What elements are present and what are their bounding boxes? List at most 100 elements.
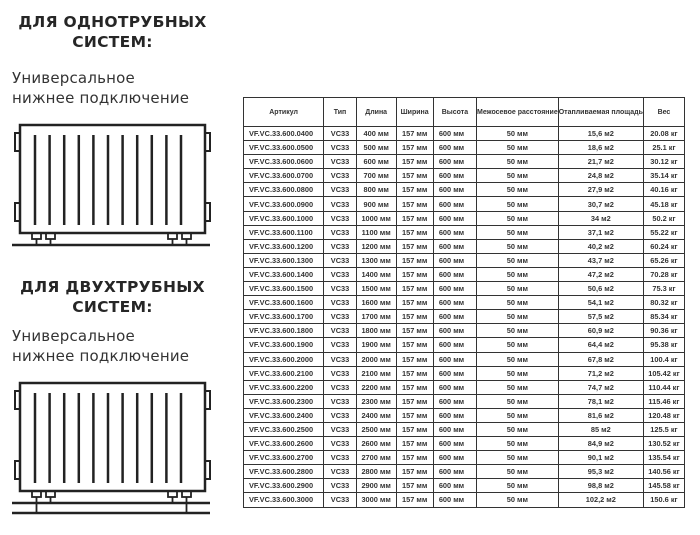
table-row: VF.VC.33.600.2900 VC33 2900 мм 157 мм 600 мм… — [242, 478, 686, 494]
table-cell: 157 мм — [395, 450, 434, 466]
table-row: VF.VC.33.600.1500 VC33 1500 мм 157 мм 600 мм… — [242, 281, 686, 297]
table-cell: 600 мм — [432, 421, 478, 438]
table-cell: 600 мм — [432, 407, 478, 423]
table-cell: 600 мм — [432, 154, 478, 170]
table-cell: 50 мм — [476, 421, 559, 438]
table-row: VF.VC.33.600.1000 VC33 1000 мм 157 мм 600 мм… — [242, 210, 686, 226]
table-cell: VC33 — [323, 295, 357, 311]
heading-line: ДЛЯ ДВУХТРУБНЫХ — [20, 278, 205, 296]
table-cell: 2500 мм — [355, 421, 397, 438]
table-cell: 157 мм — [395, 295, 434, 311]
table-cell: 2700 мм — [355, 450, 397, 466]
table-cell: 700 мм — [355, 168, 397, 184]
table-cell: VC33 — [323, 281, 357, 297]
table-cell: 157 мм — [395, 140, 434, 156]
table-cell: VC33 — [323, 407, 357, 423]
table-cell: 25.1 кг — [642, 140, 686, 156]
table-cell: VC33 — [323, 309, 357, 325]
table-cell: 50 мм — [476, 436, 559, 452]
subtitle-line: Универсальное — [12, 69, 135, 87]
radiator-single-pipe-icon — [12, 123, 211, 247]
table-cell: 50 мм — [476, 168, 559, 184]
table-cell: 27,9 м2 — [557, 182, 644, 198]
heading-line: СИСТЕМ: — [72, 33, 153, 51]
table-cell: 30,7 м2 — [557, 196, 644, 212]
column-header: Ширина — [395, 97, 434, 127]
section-two-subtitle: Универсальное нижнее подключение — [12, 326, 222, 366]
table-cell: 15,6 м2 — [557, 125, 644, 142]
table-cell: 21,7 м2 — [557, 154, 644, 170]
table-row: VF.VC.33.600.2400 VC33 2400 мм 157 мм 600 мм… — [242, 407, 686, 423]
table-cell: 50 мм — [476, 196, 559, 212]
table-cell: 157 мм — [395, 464, 434, 480]
table-row: VF.VC.33.600.3000 VC33 3000 мм 157 мм 600 мм… — [242, 492, 686, 508]
table-cell: 34 м2 — [557, 210, 644, 226]
table-cell: VC33 — [323, 337, 357, 353]
table-cell: 157 мм — [395, 393, 434, 409]
table-cell: 600 мм — [432, 393, 478, 409]
table-cell: 130.52 кг — [642, 436, 686, 452]
table-cell: 600 мм — [432, 238, 478, 254]
table-cell: VC33 — [323, 168, 357, 184]
table-cell: 45.18 кг — [642, 196, 686, 212]
table-cell: 50 мм — [476, 393, 559, 409]
table-cell: 157 мм — [395, 436, 434, 452]
table-cell: 157 мм — [395, 154, 434, 170]
table-cell: VC33 — [323, 393, 357, 409]
table-row: VF.VC.33.600.1200 VC33 1200 мм 157 мм 600 мм… — [242, 238, 686, 254]
table-cell: 1600 мм — [355, 295, 397, 311]
table-cell: 157 мм — [395, 323, 434, 339]
table-cell: 600 мм — [432, 323, 478, 339]
table-cell: 85.34 кг — [642, 309, 686, 325]
table-cell: VC33 — [323, 182, 357, 198]
table-cell: 2800 мм — [355, 464, 397, 480]
table-row: VF.VC.33.600.0800 VC33 800 мм 157 мм 600 мм 5… — [242, 182, 686, 198]
table-row: VF.VC.33.600.0700 VC33 700 мм 157 мм 600 мм 5… — [242, 168, 686, 184]
table-cell: 157 мм — [395, 478, 434, 494]
table-cell: 50 мм — [476, 238, 559, 254]
table-cell: 50 мм — [476, 210, 559, 226]
table-cell: 2200 мм — [355, 379, 397, 395]
table-cell: 64,4 м2 — [557, 337, 644, 353]
table-cell: VC33 — [323, 379, 357, 395]
table-cell: 50 мм — [476, 337, 559, 353]
table-cell: 145.58 кг — [642, 478, 686, 494]
table-cell: VF.VC.33.600.0600 — [242, 154, 325, 170]
table-cell: VC33 — [323, 365, 357, 381]
table-cell: VF.VC.33.600.3000 — [242, 492, 325, 508]
table-cell: 50 мм — [476, 295, 559, 311]
table-cell: 50 мм — [476, 252, 559, 268]
table-cell: 157 мм — [395, 407, 434, 423]
table-cell: 157 мм — [395, 224, 434, 240]
table-row: VF.VC.33.600.2800 VC33 2800 мм 157 мм 600 мм… — [242, 464, 686, 480]
table-cell: 90.36 кг — [642, 323, 686, 339]
table-cell: VF.VC.33.600.1500 — [242, 281, 325, 297]
table-cell: 20.08 кг — [642, 125, 686, 142]
table-cell: VC33 — [323, 252, 357, 268]
column-header: Тип — [323, 97, 357, 127]
table-cell: 600 мм — [432, 436, 478, 452]
table-cell: 600 мм — [432, 168, 478, 184]
table-cell: 50.2 кг — [642, 210, 686, 226]
table-cell: 100.4 кг — [642, 351, 686, 367]
table-cell: VC33 — [323, 154, 357, 170]
heading-line: СИСТЕМ: — [72, 298, 153, 316]
table-cell: 57,5 м2 — [557, 309, 644, 325]
table-cell: 1000 мм — [355, 210, 397, 226]
table-cell: 1500 мм — [355, 281, 397, 297]
table-cell: VF.VC.33.600.2300 — [242, 393, 325, 409]
table-cell: 98,8 м2 — [557, 478, 644, 494]
table-cell: 24,8 м2 — [557, 168, 644, 184]
table-cell: 2300 мм — [355, 393, 397, 409]
table-row: VF.VC.33.600.1700 VC33 1700 мм 157 мм 600 мм… — [242, 309, 686, 325]
table-cell: VC33 — [323, 436, 357, 452]
table-cell: 50 мм — [476, 365, 559, 381]
column-header: Длина — [355, 97, 397, 127]
table-cell: 78,1 м2 — [557, 393, 644, 409]
table-cell: VF.VC.33.600.0700 — [242, 168, 325, 184]
section-one-heading: ДЛЯ ОДНОТРУБНЫХ СИСТЕМ: — [0, 12, 225, 52]
table-row: VF.VC.33.600.2000 VC33 2000 мм 157 мм 600 мм… — [242, 351, 686, 367]
table-cell: 600 мм — [432, 295, 478, 311]
table-cell: 120.48 кг — [642, 407, 686, 423]
table-cell: 125.5 кг — [642, 421, 686, 438]
